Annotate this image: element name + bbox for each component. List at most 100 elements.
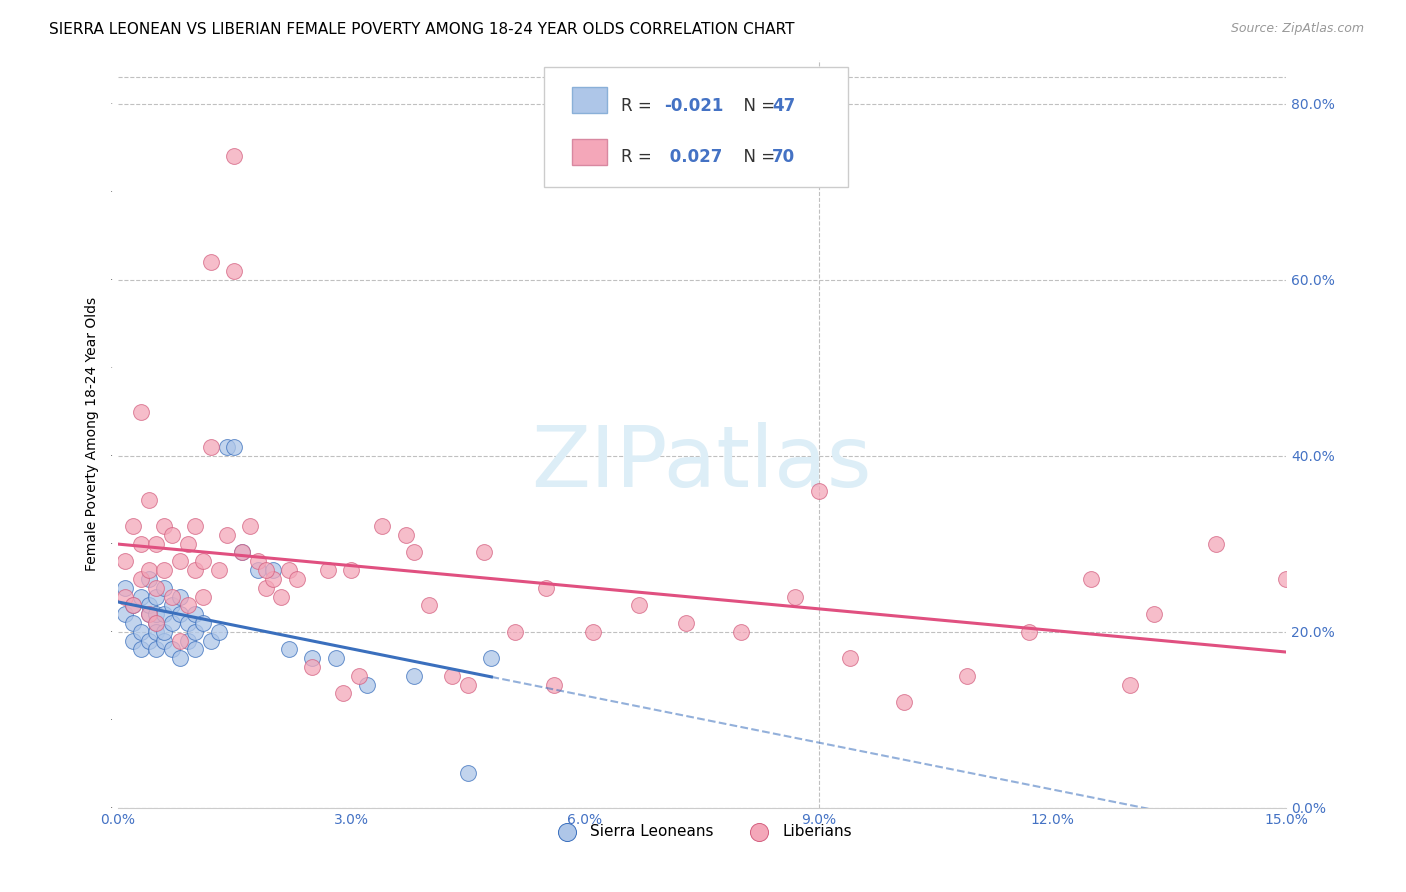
Point xyxy=(301,651,323,665)
Point xyxy=(457,677,479,691)
Point xyxy=(224,264,246,278)
FancyBboxPatch shape xyxy=(572,139,607,165)
Point xyxy=(675,615,697,630)
Point xyxy=(224,440,246,454)
Point xyxy=(262,572,284,586)
Point xyxy=(316,563,339,577)
Point xyxy=(176,537,198,551)
Point xyxy=(184,624,207,639)
Point xyxy=(145,615,167,630)
Point xyxy=(332,686,354,700)
Point xyxy=(145,607,167,621)
Point xyxy=(402,669,425,683)
Text: 47: 47 xyxy=(772,97,796,115)
Point xyxy=(160,615,183,630)
Point xyxy=(395,528,418,542)
Point xyxy=(193,554,215,568)
Point xyxy=(153,519,176,533)
Point xyxy=(122,519,145,533)
Point xyxy=(176,615,198,630)
Point xyxy=(169,590,191,604)
Point xyxy=(193,615,215,630)
Point xyxy=(246,563,269,577)
Point xyxy=(325,651,347,665)
Point xyxy=(138,572,160,586)
Point xyxy=(145,590,167,604)
Point xyxy=(129,537,152,551)
Point xyxy=(200,633,222,648)
Point xyxy=(129,642,152,657)
Point xyxy=(138,633,160,648)
Point xyxy=(129,624,152,639)
Point xyxy=(122,599,145,613)
Point xyxy=(285,572,308,586)
Point xyxy=(184,607,207,621)
Point xyxy=(129,572,152,586)
Point xyxy=(160,599,183,613)
Point xyxy=(730,624,752,639)
Point xyxy=(347,669,370,683)
Point xyxy=(254,581,277,595)
Point xyxy=(1205,537,1227,551)
FancyBboxPatch shape xyxy=(572,87,607,112)
Point xyxy=(472,545,495,559)
Point xyxy=(254,563,277,577)
Point xyxy=(543,677,565,691)
Point xyxy=(138,599,160,613)
Text: ZIPatlas: ZIPatlas xyxy=(531,422,872,505)
Point xyxy=(145,581,167,595)
Text: N =: N = xyxy=(734,97,780,115)
Point xyxy=(893,695,915,709)
Point xyxy=(785,590,807,604)
Point xyxy=(534,581,557,595)
Point xyxy=(582,624,605,639)
Point xyxy=(418,599,440,613)
Point xyxy=(1119,677,1142,691)
Point xyxy=(145,537,167,551)
Point xyxy=(153,563,176,577)
Point xyxy=(114,554,136,568)
Point xyxy=(231,545,253,559)
Point xyxy=(208,563,231,577)
Point xyxy=(215,528,238,542)
Point xyxy=(215,440,238,454)
Y-axis label: Female Poverty Among 18-24 Year Olds: Female Poverty Among 18-24 Year Olds xyxy=(86,297,100,571)
Text: R =: R = xyxy=(621,148,657,166)
Point xyxy=(169,633,191,648)
Point xyxy=(956,669,979,683)
Point xyxy=(270,590,292,604)
Point xyxy=(402,545,425,559)
Point xyxy=(200,255,222,269)
Point xyxy=(262,563,284,577)
Point xyxy=(184,519,207,533)
Text: N =: N = xyxy=(734,148,780,166)
Point xyxy=(176,633,198,648)
Text: 0.027: 0.027 xyxy=(665,148,723,166)
Point xyxy=(184,642,207,657)
Point xyxy=(138,607,160,621)
Point xyxy=(503,624,526,639)
Point xyxy=(1142,607,1164,621)
Point xyxy=(114,590,136,604)
Point xyxy=(371,519,394,533)
Point xyxy=(277,642,299,657)
Point xyxy=(145,615,167,630)
Point xyxy=(153,624,176,639)
Point xyxy=(277,563,299,577)
Point xyxy=(169,607,191,621)
Point xyxy=(239,519,262,533)
Point xyxy=(114,607,136,621)
Point xyxy=(138,563,160,577)
Point xyxy=(441,669,464,683)
Text: 70: 70 xyxy=(772,148,794,166)
Point xyxy=(176,599,198,613)
Point xyxy=(481,651,503,665)
Point xyxy=(160,642,183,657)
Point xyxy=(356,677,378,691)
Point xyxy=(129,590,152,604)
Text: R =: R = xyxy=(621,97,657,115)
Point xyxy=(169,554,191,568)
Text: SIERRA LEONEAN VS LIBERIAN FEMALE POVERTY AMONG 18-24 YEAR OLDS CORRELATION CHAR: SIERRA LEONEAN VS LIBERIAN FEMALE POVERT… xyxy=(49,22,794,37)
Point xyxy=(628,599,651,613)
Point xyxy=(153,581,176,595)
